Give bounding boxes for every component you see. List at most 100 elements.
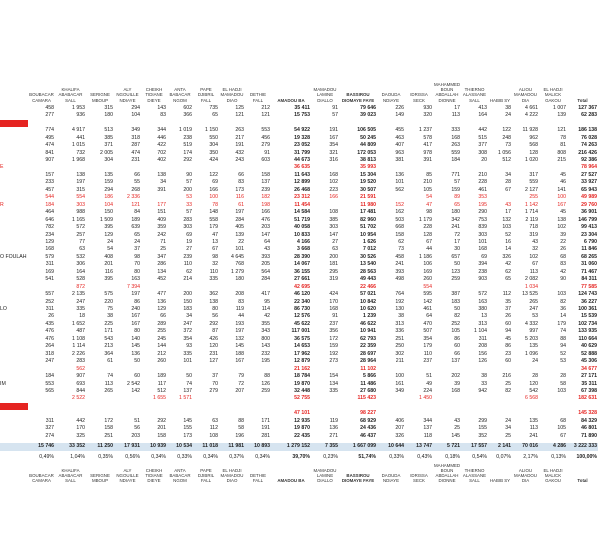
cell: 113	[529, 425, 538, 432]
cell: 326	[502, 253, 511, 260]
cell: 33	[481, 380, 487, 387]
cell: 14	[560, 313, 566, 320]
cell: 474	[45, 142, 54, 149]
empty-cell	[28, 395, 55, 402]
cell: 92 386	[581, 156, 597, 163]
cell: 86	[134, 298, 140, 305]
percent-row: 0,49% 1,04% 0,35% 0,56% 0,34% 0,33% 0,34% 0,37%…	[0, 451, 598, 463]
cell: 413	[478, 104, 487, 111]
cell: 20	[481, 156, 487, 163]
cell: 15 753	[294, 112, 310, 119]
cell: 381	[395, 156, 404, 163]
cell: 57 021	[360, 291, 376, 298]
empty-cell	[193, 395, 219, 402]
cell: 22 340	[294, 298, 310, 305]
cell: 12 935	[294, 417, 310, 424]
cell: 2 522	[72, 395, 85, 402]
cell: 212	[157, 350, 166, 357]
cell: 402	[157, 156, 166, 163]
cell: 311	[45, 306, 54, 313]
cell: 82	[505, 388, 511, 395]
data-row: 234 257 129 65 242 69 47 139 147 10 833 147 10 954 1…	[0, 232, 598, 239]
row-label	[0, 239, 28, 246]
cell: 40 629	[581, 343, 597, 350]
empty-cell	[28, 164, 55, 171]
cell: 335	[329, 388, 338, 395]
empty-cell	[433, 366, 461, 373]
cell: 28 563	[360, 268, 376, 275]
cell: 128	[423, 231, 432, 238]
cell: 568	[529, 142, 538, 149]
cell: 30	[454, 246, 460, 253]
column-header: DETHIE FALL	[249, 92, 267, 103]
column-header: EL HADJI MALICK GAKOU	[543, 467, 563, 484]
cell: 498	[395, 276, 404, 283]
cell: 22 435	[294, 432, 310, 439]
cell: 417	[261, 291, 270, 298]
data-row	[0, 119, 598, 128]
cell: 408	[104, 253, 113, 260]
cell: 29 760	[581, 201, 597, 208]
cell: 25	[505, 432, 511, 439]
cell: 263	[235, 127, 244, 134]
cell: 255	[157, 328, 166, 335]
empty-cell	[377, 366, 405, 373]
cell: 184	[451, 156, 460, 163]
cell: 19	[186, 238, 192, 245]
cell: 532	[76, 253, 85, 260]
row-label	[0, 351, 28, 358]
cell: 200	[183, 291, 192, 298]
cell: 343	[261, 328, 270, 335]
cell: 286	[157, 261, 166, 268]
cell: 163	[478, 298, 487, 305]
empty-cell	[539, 410, 567, 417]
cell: 38	[505, 104, 511, 111]
cell: 344	[423, 417, 432, 424]
cell: 83	[160, 112, 166, 119]
cell: 23 312	[294, 194, 310, 201]
cell: 93	[186, 343, 192, 350]
empty-cell	[219, 395, 245, 402]
cell: 344	[157, 127, 166, 134]
cell: 142	[423, 298, 432, 305]
cell: 304	[104, 156, 113, 163]
row-label	[0, 402, 28, 411]
percent-cell: 1,04%	[70, 453, 85, 460]
empty-cell	[114, 410, 141, 417]
empty-cell	[405, 366, 433, 373]
cell: 113	[104, 380, 113, 387]
cell: 304	[209, 142, 218, 149]
cell: 27	[332, 238, 338, 245]
cell: 26	[560, 246, 566, 253]
cell: 65 943	[581, 186, 597, 193]
cell: 195	[261, 358, 270, 365]
cell: 1 509	[100, 216, 113, 223]
cell: 158	[395, 231, 404, 238]
total-cell: 4 286	[539, 443, 567, 451]
cell: 208	[478, 343, 487, 350]
cell: 56	[134, 425, 140, 432]
row-label	[0, 172, 28, 179]
cell: 57	[454, 179, 460, 186]
cell: 11 643	[294, 171, 310, 178]
cell: 174	[183, 149, 192, 156]
percent-cell: 0,33%	[177, 453, 192, 460]
cell: 1 056	[498, 149, 511, 156]
cell: 103	[557, 388, 566, 395]
cell: 306	[76, 261, 85, 268]
empty-cell	[539, 366, 567, 373]
empty-cell	[86, 403, 114, 410]
total-cell: 10 893	[245, 443, 271, 451]
cell: 231	[209, 350, 218, 357]
cell: 39	[560, 231, 566, 238]
data-row: 318 2 226 364 136 212 335 231 188 232 17 962 192 28…	[0, 351, 598, 358]
empty-cell	[512, 403, 539, 410]
cell: 116	[235, 194, 244, 201]
empty-cell	[245, 395, 271, 402]
row-label	[0, 119, 28, 128]
data-row: 169 164 116 80 134 62 110 1 279 564 36 155 295 28 5…	[0, 269, 598, 276]
cell: 1 714	[525, 209, 538, 216]
row-label	[0, 291, 28, 298]
data-row: 311 306 201 70 286 110 32 768 205 14 067 181 13 540…	[0, 261, 598, 268]
empty-cell	[167, 403, 193, 410]
